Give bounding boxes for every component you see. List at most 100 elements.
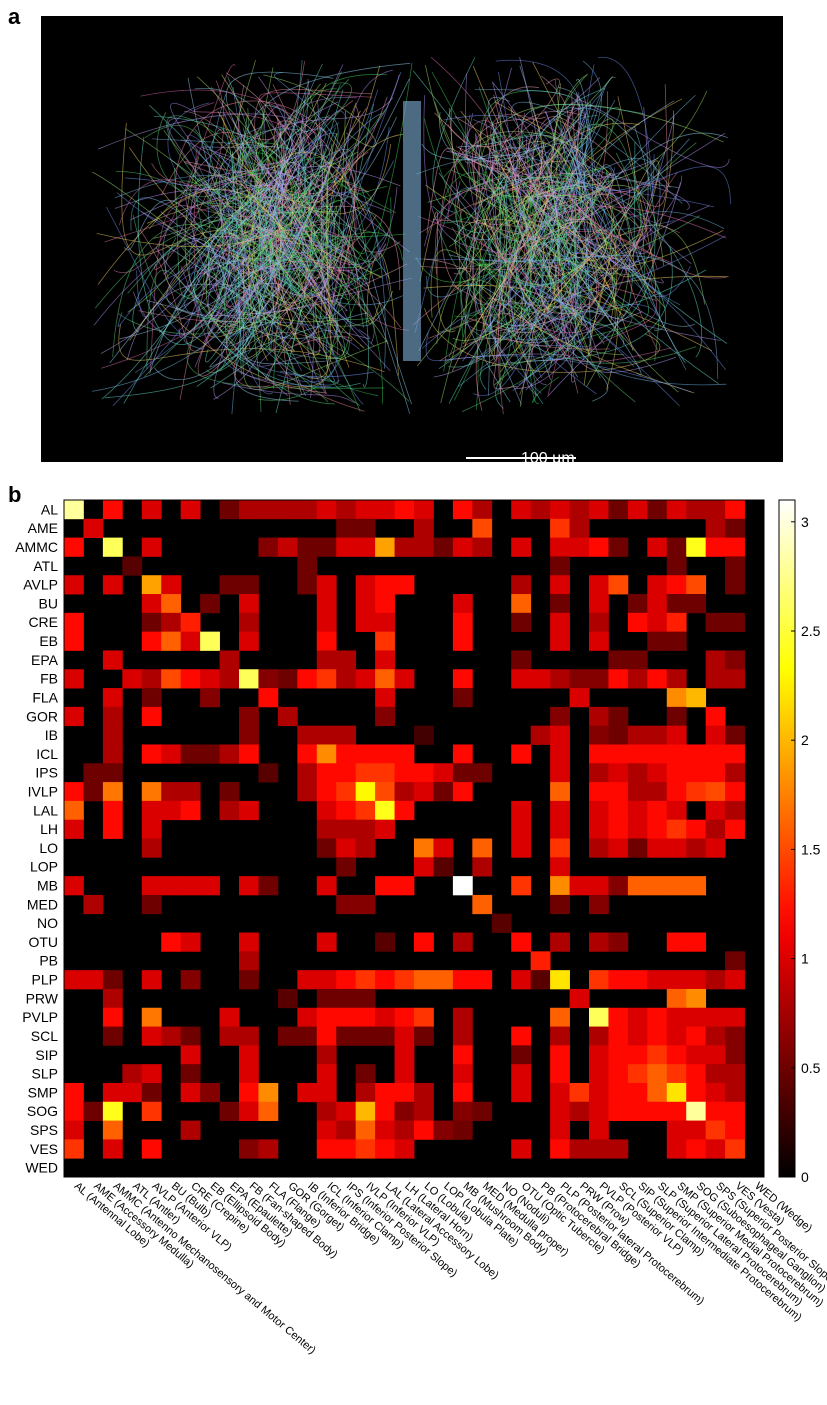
heatmap-cell — [666, 782, 687, 802]
neuron-fiber — [119, 179, 387, 271]
heatmap-cell — [472, 1101, 493, 1121]
neuron-fiber — [201, 151, 369, 305]
heatmap-frame — [63, 499, 765, 1178]
heatmap-cell — [102, 819, 123, 839]
neuron-fiber — [531, 87, 719, 385]
heatmap-cell — [336, 1139, 357, 1159]
heatmap-cell — [666, 800, 687, 821]
heatmap-cell — [355, 744, 376, 764]
heatmap-cell — [452, 782, 473, 802]
neuron-fiber — [492, 215, 636, 403]
colorbar-tick-label: 2 — [801, 732, 809, 748]
heatmap-cell — [666, 988, 687, 1009]
heatmap-cell — [239, 612, 259, 633]
y-tick-label: LH — [40, 821, 58, 837]
neuron-fiber — [166, 115, 231, 195]
heatmap-cell — [161, 744, 182, 764]
y-tick-label: PLP — [32, 972, 58, 988]
neuron-fiber — [273, 120, 360, 307]
heatmap-cell — [297, 1082, 318, 1103]
heatmap-cell — [452, 500, 473, 520]
neuron-fiber — [283, 237, 351, 312]
heatmap-cell — [666, 876, 687, 896]
heatmap-cell — [336, 1026, 357, 1046]
heatmap-cell — [725, 1026, 745, 1046]
heatmap-cell — [141, 500, 162, 520]
heatmap-cell — [647, 631, 668, 651]
heatmap-cell — [336, 1101, 357, 1121]
heatmap-cell — [297, 556, 318, 576]
y-tick-label: ICL — [36, 746, 58, 762]
heatmap-cell — [530, 951, 551, 971]
heatmap-cell — [83, 518, 104, 539]
heatmap-cell — [725, 951, 745, 971]
heatmap-cell — [550, 763, 570, 783]
heatmap-cell — [452, 1045, 473, 1065]
neuron-fiber — [576, 99, 730, 168]
colorbar — [778, 499, 796, 1178]
heatmap-cell — [336, 500, 357, 520]
heatmap-cell — [627, 1082, 648, 1103]
heatmap-cell — [725, 1082, 745, 1103]
heatmap-cell — [64, 1120, 84, 1140]
neuron-fiber — [221, 322, 361, 388]
neuron-fiber — [424, 107, 472, 272]
heatmap-cell — [589, 537, 609, 557]
heatmap-cell — [297, 763, 318, 783]
heatmap-cell — [161, 1026, 182, 1046]
heatmap-cell — [141, 838, 162, 858]
heatmap-cell — [141, 669, 162, 689]
heatmap-cell — [550, 894, 570, 915]
heatmap-cell — [239, 500, 259, 520]
heatmap-cell — [589, 1045, 609, 1065]
neuron-fiber — [423, 118, 543, 311]
heatmap-cell — [375, 932, 395, 952]
heatmap-cell — [666, 688, 687, 708]
heatmap-cell — [452, 1064, 473, 1084]
heatmap-cell — [200, 631, 220, 651]
heatmap-cell — [64, 970, 84, 990]
heatmap-cell — [589, 894, 609, 915]
heatmap-cell — [355, 1064, 376, 1084]
heatmap-cell — [375, 1139, 395, 1159]
y-tick-label: SCL — [31, 1028, 58, 1044]
heatmap-cell — [180, 1120, 201, 1140]
heatmap-cell — [219, 1026, 240, 1046]
heatmap-cell — [355, 612, 376, 633]
neuron-fiber — [516, 238, 695, 381]
neuron-fiber — [421, 138, 588, 161]
heatmap-cell — [589, 631, 609, 651]
heatmap-cell — [394, 1120, 415, 1140]
heatmap-cell — [375, 650, 395, 670]
neuron-fiber — [187, 77, 268, 222]
heatmap-cell — [180, 500, 201, 520]
heatmap-cell — [452, 744, 473, 764]
neuron-fiber — [436, 279, 549, 345]
heatmap-cell — [316, 1064, 337, 1084]
heatmap-cell — [452, 612, 473, 633]
heatmap-cell — [550, 932, 570, 952]
y-tick-label: SMP — [28, 1084, 58, 1100]
neuron-fiber — [433, 281, 538, 378]
heatmap-cell — [102, 1139, 123, 1159]
heatmap-cell — [686, 1045, 707, 1065]
heatmap-cell — [375, 575, 395, 595]
heatmap-cell — [452, 970, 473, 990]
heatmap-cell — [258, 688, 279, 708]
heatmap-cell — [725, 518, 745, 539]
heatmap-cell — [394, 1101, 415, 1121]
heatmap-cell — [627, 819, 648, 839]
neuron-fiber — [196, 63, 323, 387]
heatmap-cell — [686, 782, 707, 802]
panel-label-b: b — [8, 482, 22, 507]
neuron-fiber — [114, 165, 276, 256]
heatmap-cell — [666, 1045, 687, 1065]
neuron-fiber — [132, 214, 280, 324]
heatmap-cell — [686, 1101, 707, 1121]
neuron-fiber — [454, 166, 612, 241]
y-tick-label: CRE — [28, 614, 58, 630]
heatmap-cell — [647, 763, 668, 783]
colorbar-tick-label: 0.5 — [801, 1060, 821, 1076]
heatmap-cell — [122, 556, 143, 576]
heatmap-cell — [239, 1026, 259, 1046]
